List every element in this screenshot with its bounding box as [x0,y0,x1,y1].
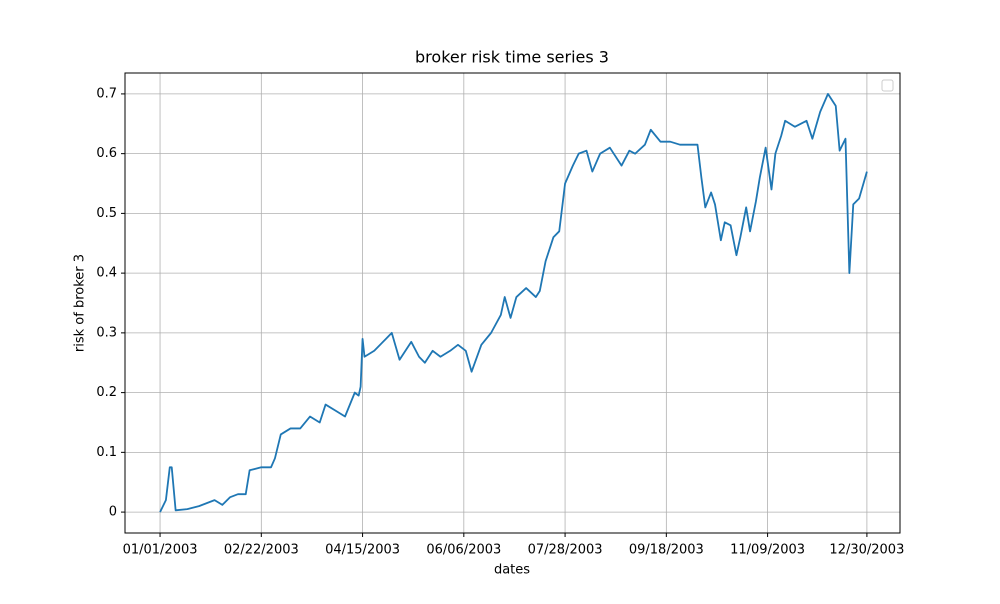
axes-frame [124,72,901,534]
y-tick-label: 0.5 [96,206,117,221]
x-tick-label: 11/09/2003 [730,543,805,558]
legend [881,79,894,92]
x-tick-label: 04/15/2003 [325,543,400,558]
data-line [159,93,868,513]
y-tick-label: 0.3 [96,325,117,340]
plot-area [125,73,900,533]
y-tick-label: 0.6 [96,146,117,161]
x-axis-label: dates [494,563,530,578]
chart-title: broker risk time series 3 [415,48,609,67]
y-tick-label: 0.2 [96,385,117,400]
x-tick-label: 12/30/2003 [829,543,904,558]
y-tick-label: 0.1 [96,445,117,460]
x-tick-label: 02/22/2003 [224,543,299,558]
y-axis-label: risk of broker 3 [73,254,88,352]
x-tick-label: 01/01/2003 [123,543,198,558]
x-tick-label: 06/06/2003 [426,543,501,558]
y-tick-label: 0 [109,505,117,520]
y-tick-label: 0.7 [96,86,117,101]
y-tick-label: 0.4 [96,266,117,281]
x-tick-label: 07/28/2003 [528,543,603,558]
x-tick-label: 09/18/2003 [629,543,704,558]
